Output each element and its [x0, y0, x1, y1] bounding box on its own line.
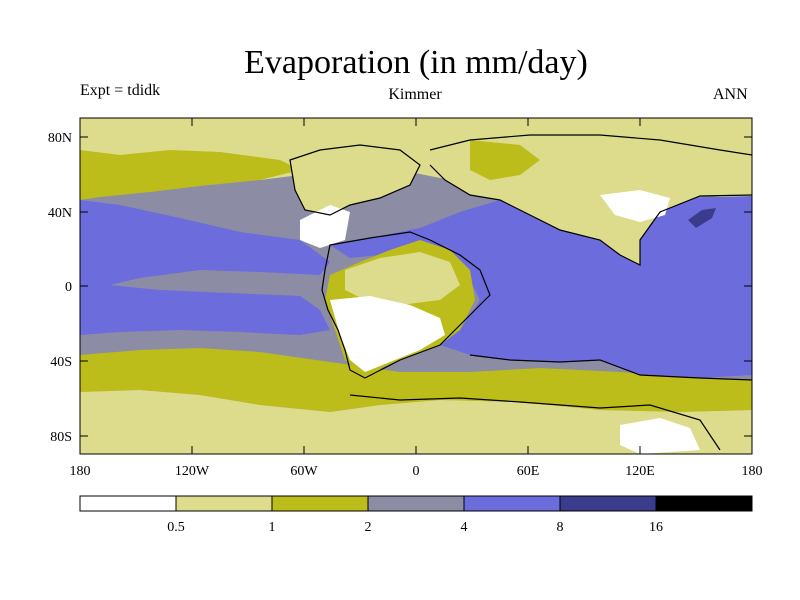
lon-label-120w: 120W: [175, 464, 210, 479]
asia-olive-patch: [470, 140, 540, 180]
colorbar-bin-2: [271, 495, 369, 512]
lon-label-60w: 60W: [290, 464, 318, 479]
lon-label-120e: 120E: [625, 464, 655, 479]
lon-label-0: 0: [413, 464, 420, 479]
antarctic-white-patch: [620, 418, 700, 454]
colorbar-label-0-5: 0.5: [167, 520, 185, 535]
pacific-high-evaporation: [80, 200, 330, 335]
colorbar-bin-3: [367, 495, 465, 512]
run-name: Kimmer: [388, 86, 442, 103]
south-polar-band: [80, 390, 752, 454]
map-plot-area: [80, 118, 752, 454]
lon-label-60e: 60E: [517, 464, 540, 479]
tethys-high-evaporation: [330, 196, 752, 378]
colorbar-label-8: 8: [557, 520, 564, 535]
lon-label-180e: 180: [742, 464, 763, 479]
lat-label-80n: 80N: [48, 131, 72, 146]
colorbar-label-4: 4: [461, 520, 468, 535]
north-america-land: [290, 145, 420, 215]
north-olive-band: [80, 150, 300, 200]
lat-label-40s: 40S: [50, 355, 72, 370]
asia-white-patch: [600, 190, 670, 222]
experiment-label: Expt = tdidk: [80, 82, 161, 99]
season-label: ANN: [713, 86, 748, 103]
south-olive-band: [80, 348, 752, 412]
colorbar: [79, 495, 753, 512]
colorbar-bin-5: [559, 495, 657, 512]
lat-label-40n: 40N: [48, 206, 72, 221]
longitude-ticks: [191, 118, 641, 454]
latitude-ticks: [80, 136, 752, 437]
dark-blue-patch: [688, 208, 716, 228]
colorbar-label-2: 2: [365, 520, 372, 535]
colorbar-bin-1: [175, 495, 273, 512]
gondwana-light-area: [345, 252, 460, 305]
lat-label-0: 0: [65, 280, 72, 295]
map-title: Evaporation (in mm/day): [244, 44, 588, 81]
lat-label-80s: 80S: [50, 430, 72, 445]
coastlines: [289, 134, 752, 451]
colorbar-bin-0: [79, 495, 177, 512]
colorbar-label-1: 1: [269, 520, 276, 535]
colorbar-bin-4: [463, 495, 561, 512]
lon-label-180w: 180: [70, 464, 91, 479]
gondwana-dry-interior: [330, 296, 445, 372]
colorbar-label-16: 16: [649, 520, 663, 535]
colorbar-bin-6: [655, 495, 753, 512]
north-white-patch: [300, 205, 350, 248]
